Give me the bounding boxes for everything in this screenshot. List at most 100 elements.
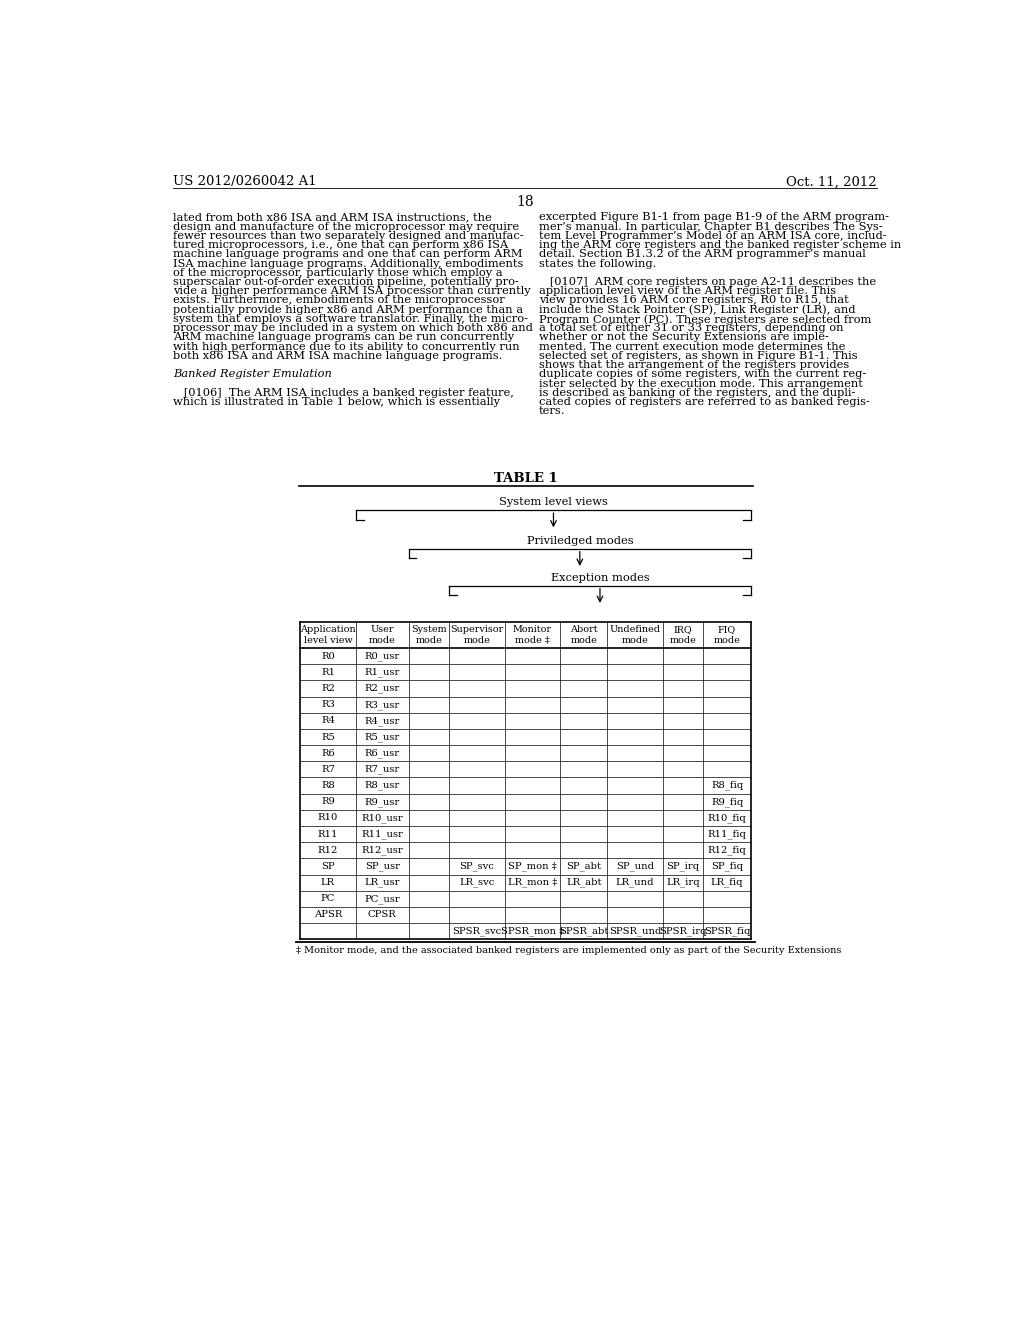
Text: US 2012/0260042 A1: US 2012/0260042 A1: [173, 176, 316, 189]
Text: LR: LR: [321, 878, 335, 887]
Text: LR_usr: LR_usr: [365, 878, 400, 887]
Text: R7_usr: R7_usr: [365, 764, 399, 775]
Text: R9_fiq: R9_fiq: [711, 797, 743, 807]
Text: R6: R6: [322, 748, 335, 758]
Text: excerpted Figure B1-1 from page B1-9 of the ARM program-: excerpted Figure B1-1 from page B1-9 of …: [539, 213, 889, 222]
Text: SPSR_svc: SPSR_svc: [453, 927, 502, 936]
Text: PC_usr: PC_usr: [365, 894, 400, 904]
Text: Undefined
mode: Undefined mode: [609, 626, 660, 644]
Text: Exception modes: Exception modes: [551, 573, 649, 582]
Text: R5_usr: R5_usr: [365, 733, 399, 742]
Text: ing the ARM core registers and the banked register scheme in: ing the ARM core registers and the banke…: [539, 240, 901, 249]
Text: R12_usr: R12_usr: [361, 845, 403, 855]
Text: R3: R3: [321, 700, 335, 709]
Text: processor may be included in a system on which both x86 and: processor may be included in a system on…: [173, 323, 532, 333]
Text: include the Stack Pointer (SP), Link Register (LR), and: include the Stack Pointer (SP), Link Reg…: [539, 305, 855, 315]
Text: R10: R10: [317, 813, 338, 822]
Text: Supervisor
mode: Supervisor mode: [451, 626, 504, 644]
Text: System
mode: System mode: [411, 626, 446, 644]
Text: SP_usr: SP_usr: [365, 862, 399, 871]
Text: R12_fiq: R12_fiq: [708, 845, 746, 855]
Text: R12: R12: [317, 846, 338, 855]
Text: System level views: System level views: [499, 498, 608, 507]
Text: R0_usr: R0_usr: [365, 651, 399, 661]
Text: SP_mon ‡: SP_mon ‡: [508, 862, 557, 871]
Text: R1: R1: [321, 668, 335, 677]
Text: User
mode: User mode: [369, 626, 395, 644]
Text: SPSR_irq: SPSR_irq: [659, 927, 707, 936]
Text: FIQ
mode: FIQ mode: [714, 626, 740, 644]
Text: ister selected by the execution mode. This arrangement: ister selected by the execution mode. Th…: [539, 379, 862, 388]
Text: LR_svc: LR_svc: [459, 878, 495, 887]
Text: R9: R9: [321, 797, 335, 807]
Text: PC: PC: [321, 894, 335, 903]
Text: ARM machine language programs can be run concurrently: ARM machine language programs can be run…: [173, 333, 514, 342]
Text: R2_usr: R2_usr: [365, 684, 399, 693]
Text: SP_fiq: SP_fiq: [711, 862, 743, 871]
Text: application level view of the ARM register file. This: application level view of the ARM regist…: [539, 286, 836, 296]
Text: with high performance due to its ability to concurrently run: with high performance due to its ability…: [173, 342, 519, 351]
Text: R11_usr: R11_usr: [361, 829, 403, 840]
Text: R1_usr: R1_usr: [365, 668, 400, 677]
Text: SP_und: SP_und: [615, 862, 654, 871]
Text: 18: 18: [516, 195, 534, 210]
Text: TABLE 1: TABLE 1: [494, 471, 557, 484]
Text: SPSR_abt: SPSR_abt: [559, 927, 608, 936]
Text: R8: R8: [321, 781, 335, 791]
Text: R8_usr: R8_usr: [365, 780, 399, 791]
Text: cated copies of registers are referred to as banked regis-: cated copies of registers are referred t…: [539, 397, 869, 407]
Text: ISA machine language programs. Additionally, embodiments: ISA machine language programs. Additiona…: [173, 259, 523, 268]
Text: design and manufacture of the microprocessor may require: design and manufacture of the microproce…: [173, 222, 519, 231]
Text: [0106]  The ARM ISA includes a banked register feature,: [0106] The ARM ISA includes a banked reg…: [173, 388, 514, 397]
Text: R11: R11: [317, 829, 338, 838]
Text: SPSR_mon ‡: SPSR_mon ‡: [501, 927, 564, 936]
Text: mer’s manual. In particular, Chapter B1 describes The Sys-: mer’s manual. In particular, Chapter B1 …: [539, 222, 883, 231]
Text: ters.: ters.: [539, 407, 565, 416]
Text: Application
level view: Application level view: [300, 626, 355, 644]
Text: SPSR_und: SPSR_und: [608, 927, 662, 936]
Text: SP_irq: SP_irq: [667, 862, 699, 871]
Text: a total set of either 31 or 33 registers, depending on: a total set of either 31 or 33 registers…: [539, 323, 843, 333]
Text: IRQ
mode: IRQ mode: [670, 626, 696, 644]
Text: tured microprocessors, i.e., one that can perform x86 ISA: tured microprocessors, i.e., one that ca…: [173, 240, 508, 249]
Text: R4_usr: R4_usr: [365, 715, 400, 726]
Text: R4: R4: [321, 717, 335, 726]
Text: shows that the arrangement of the registers provides: shows that the arrangement of the regist…: [539, 360, 849, 370]
Text: which is illustrated in Table 1 below, which is essentially: which is illustrated in Table 1 below, w…: [173, 397, 500, 407]
Text: R0: R0: [321, 652, 335, 661]
Text: SP: SP: [322, 862, 335, 871]
Text: R5: R5: [321, 733, 335, 742]
Text: detail. Section B1.3.2 of the ARM programmer’s manual: detail. Section B1.3.2 of the ARM progra…: [539, 249, 865, 259]
Text: is described as banking of the registers, and the dupli-: is described as banking of the registers…: [539, 388, 855, 397]
Text: CPSR: CPSR: [368, 911, 396, 920]
Text: [0107]  ARM core registers on page A2-11 describes the: [0107] ARM core registers on page A2-11 …: [539, 277, 876, 286]
Text: R10_fiq: R10_fiq: [708, 813, 746, 822]
Text: LR_fiq: LR_fiq: [711, 878, 743, 887]
Text: SP_abt: SP_abt: [566, 862, 601, 871]
Text: Monitor
mode ‡: Monitor mode ‡: [513, 626, 552, 644]
Text: Banked Register Emulation: Banked Register Emulation: [173, 370, 332, 379]
Text: system that employs a software translator. Finally, the micro-: system that employs a software translato…: [173, 314, 528, 323]
Text: Priviledged modes: Priviledged modes: [526, 536, 633, 545]
Text: ‡ Monitor mode, and the associated banked registers are implemented only as part: ‡ Monitor mode, and the associated banke…: [296, 946, 842, 956]
Text: superscalar out-of-order execution pipeline, potentially pro-: superscalar out-of-order execution pipel…: [173, 277, 519, 286]
Text: R7: R7: [321, 764, 335, 774]
Text: LR_irq: LR_irq: [666, 878, 699, 887]
Text: lated from both x86 ISA and ARM ISA instructions, the: lated from both x86 ISA and ARM ISA inst…: [173, 213, 492, 222]
Text: selected set of registers, as shown in Figure B1-1. This: selected set of registers, as shown in F…: [539, 351, 857, 360]
Text: potentially provide higher x86 and ARM performance than a: potentially provide higher x86 and ARM p…: [173, 305, 523, 314]
Text: Program Counter (PC). These registers are selected from: Program Counter (PC). These registers ar…: [539, 314, 871, 325]
Text: fewer resources than two separately designed and manufac-: fewer resources than two separately desi…: [173, 231, 523, 240]
Text: R10_usr: R10_usr: [361, 813, 403, 822]
Text: whether or not the Security Extensions are imple-: whether or not the Security Extensions a…: [539, 333, 828, 342]
Text: duplicate copies of some registers, with the current reg-: duplicate copies of some registers, with…: [539, 370, 866, 379]
Text: of the microprocessor, particularly those which employ a: of the microprocessor, particularly thos…: [173, 268, 503, 277]
Text: machine language programs and one that can perform ARM: machine language programs and one that c…: [173, 249, 522, 259]
Text: R2: R2: [321, 684, 335, 693]
Text: exists. Furthermore, embodiments of the microprocessor: exists. Furthermore, embodiments of the …: [173, 296, 505, 305]
Text: Oct. 11, 2012: Oct. 11, 2012: [786, 176, 877, 189]
Text: tem Level Programmer’s Model of an ARM ISA core, includ-: tem Level Programmer’s Model of an ARM I…: [539, 231, 887, 240]
Text: APSR: APSR: [313, 911, 342, 920]
Text: view provides 16 ARM core registers, R0 to R15, that: view provides 16 ARM core registers, R0 …: [539, 296, 849, 305]
Text: R6_usr: R6_usr: [365, 748, 399, 758]
